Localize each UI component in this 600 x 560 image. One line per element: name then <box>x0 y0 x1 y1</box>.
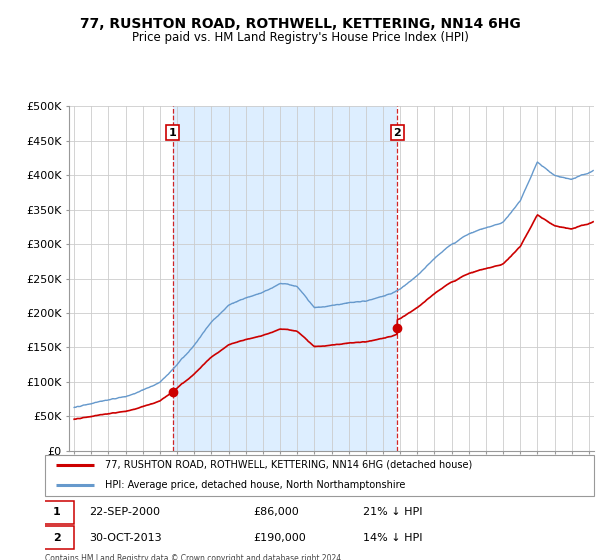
Text: 2: 2 <box>53 533 61 543</box>
Text: 1: 1 <box>53 507 61 517</box>
Text: 22-SEP-2000: 22-SEP-2000 <box>89 507 160 517</box>
Bar <box>173 106 397 451</box>
Text: 2: 2 <box>394 128 401 138</box>
Text: 77, RUSHTON ROAD, ROTHWELL, KETTERING, NN14 6HG: 77, RUSHTON ROAD, ROTHWELL, KETTERING, N… <box>80 17 520 31</box>
Text: £190,000: £190,000 <box>254 533 307 543</box>
Text: 77, RUSHTON ROAD, ROTHWELL, KETTERING, NN14 6HG (detached house): 77, RUSHTON ROAD, ROTHWELL, KETTERING, N… <box>106 460 473 470</box>
FancyBboxPatch shape <box>45 455 594 496</box>
Text: 14% ↓ HPI: 14% ↓ HPI <box>364 533 423 543</box>
Text: HPI: Average price, detached house, North Northamptonshire: HPI: Average price, detached house, Nort… <box>106 480 406 491</box>
Text: 21% ↓ HPI: 21% ↓ HPI <box>364 507 423 517</box>
FancyBboxPatch shape <box>40 526 74 549</box>
Text: Price paid vs. HM Land Registry's House Price Index (HPI): Price paid vs. HM Land Registry's House … <box>131 31 469 44</box>
Text: Contains HM Land Registry data © Crown copyright and database right 2024.
This d: Contains HM Land Registry data © Crown c… <box>45 554 343 560</box>
Text: 30-OCT-2013: 30-OCT-2013 <box>89 533 161 543</box>
Text: £86,000: £86,000 <box>254 507 299 517</box>
FancyBboxPatch shape <box>40 501 74 524</box>
Text: 1: 1 <box>169 128 176 138</box>
